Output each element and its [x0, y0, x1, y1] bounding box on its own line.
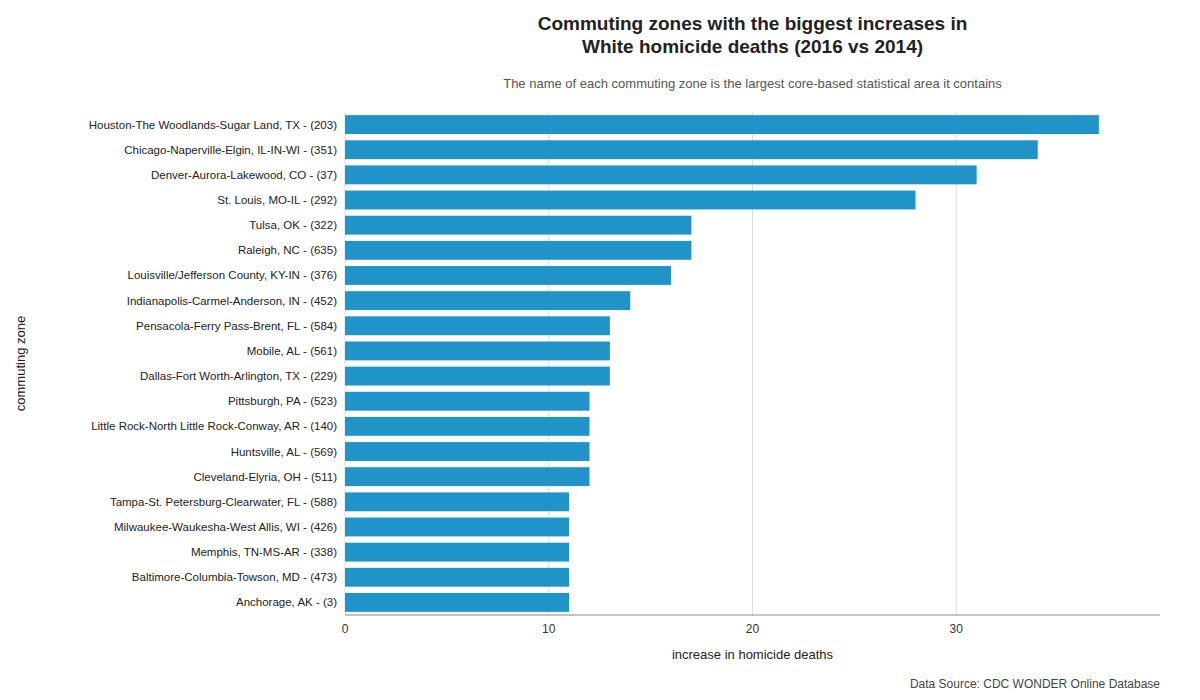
category-label: Chicago-Naperville-Elgin, IL-IN-WI - (35… [124, 144, 337, 156]
grid-line [752, 112, 753, 615]
grid-line [956, 112, 957, 615]
category-label: Huntsville, AL - (569) [231, 446, 337, 458]
category-label: Mobile, AL - (561) [247, 345, 338, 357]
category-label: Memphis, TN-MS-AR - (338) [191, 546, 337, 558]
annotation: Data Source: CDC WONDER Online Database [910, 677, 1160, 691]
title-line: Commuting zones with the biggest increas… [538, 13, 968, 34]
bar [345, 216, 691, 235]
bar [345, 467, 590, 486]
category-label: Louisville/Jefferson County, KY-IN - (37… [128, 269, 338, 281]
chart: Commuting zones with the biggest increas… [0, 0, 1200, 700]
bar [345, 518, 569, 537]
bar [345, 115, 1099, 134]
bar [345, 341, 610, 360]
category-label: Little Rock-North Little Rock-Conway, AR… [91, 420, 337, 432]
bar [345, 241, 691, 260]
category-label: Anchorage, AK - (3) [236, 596, 337, 608]
grid [345, 112, 956, 615]
bar [345, 291, 630, 310]
category-label: Cleveland-Elyria, OH - (511) [193, 471, 337, 483]
bar [345, 593, 569, 612]
tick-label: 10 [542, 622, 556, 636]
category-label: Pittsburgh, PA - (523) [228, 395, 337, 407]
bar [345, 568, 569, 587]
title: Commuting zones with the biggest increas… [538, 13, 968, 57]
category-label: Baltimore-Columbia-Towson, MD - (473) [132, 571, 337, 583]
bar [345, 266, 671, 285]
bar [345, 442, 590, 461]
category-label: Dallas-Fort Worth-Arlington, TX - (229) [140, 370, 337, 382]
category-label: Denver-Aurora-Lakewood, CO - (37) [151, 169, 337, 181]
category-label: Tampa-St. Petersburg-Clearwater, FL - (5… [110, 496, 337, 508]
category-label: Tulsa, OK - (322) [249, 219, 337, 231]
bar [345, 543, 569, 562]
category-label: Houston-The Woodlands-Sugar Land, TX - (… [89, 119, 337, 131]
category-label: Raleigh, NC - (635) [238, 244, 337, 256]
bar [345, 316, 610, 335]
subtitle: The name of each commuting zone is the l… [503, 76, 1002, 91]
category-label: Indianapolis-Carmel-Anderson, IN - (452) [127, 295, 337, 307]
bar [345, 492, 569, 511]
bar [345, 191, 916, 210]
title-line: White homicide deaths (2016 vs 2014) [582, 36, 923, 57]
x-axis-label: increase in homicide deaths [672, 647, 834, 662]
tick-label: 20 [746, 622, 760, 636]
bar [345, 165, 977, 184]
category-label: Milwaukee-Waukesha-West Allis, WI - (426… [114, 521, 337, 533]
bar [345, 367, 610, 386]
x-axis-line [345, 615, 1160, 616]
category-label: Pensacola-Ferry Pass-Brent, FL - (584) [136, 320, 337, 332]
bar [345, 392, 590, 411]
category-label: St. Louis, MO-IL - (292) [217, 194, 337, 206]
tick-label: 0 [342, 622, 349, 636]
bar [345, 140, 1038, 159]
bars [345, 115, 1099, 612]
bar [345, 417, 590, 436]
grid-line [548, 112, 549, 615]
y-axis-label: commuting zone [13, 316, 28, 411]
grid-line [345, 112, 346, 615]
tick-label: 30 [950, 622, 964, 636]
